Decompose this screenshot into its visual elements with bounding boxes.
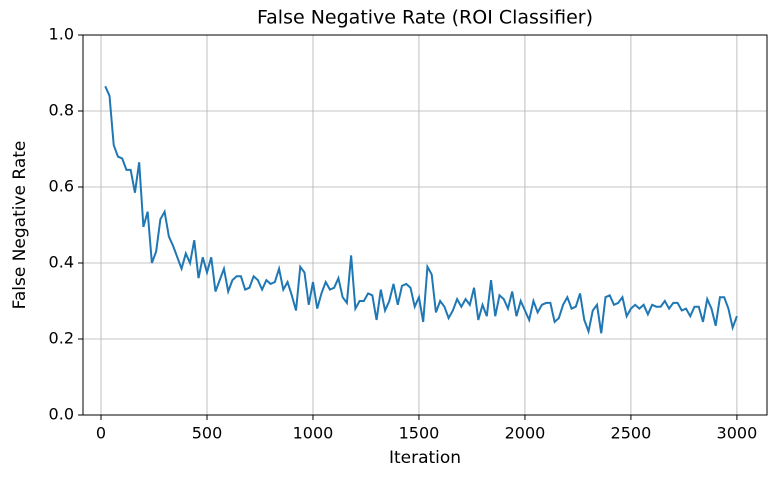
y-tick-label: 0.6: [49, 177, 74, 196]
x-tick-label: 500: [192, 424, 223, 443]
x-tick-label: 0: [96, 424, 106, 443]
y-tick-label: 0.0: [49, 405, 74, 424]
x-tick-label: 2000: [505, 424, 546, 443]
y-tick-label: 0.4: [49, 253, 74, 272]
y-tick-label: 0.2: [49, 329, 74, 348]
data-line: [104, 85, 738, 336]
x-axis-label: Iteration: [389, 448, 461, 468]
y-tick-label: 1.0: [49, 25, 74, 44]
x-tick-label: 1000: [293, 424, 334, 443]
x-tick-label: 3000: [717, 424, 758, 443]
x-tick-label: 2500: [611, 424, 652, 443]
x-tick-label: 1500: [399, 424, 440, 443]
y-axis-label: False Negative Rate: [10, 141, 30, 310]
chart-title: False Negative Rate (ROI Classifier): [257, 7, 593, 29]
y-tick-label: 0.8: [49, 101, 74, 120]
plot-frame: [82, 34, 768, 416]
